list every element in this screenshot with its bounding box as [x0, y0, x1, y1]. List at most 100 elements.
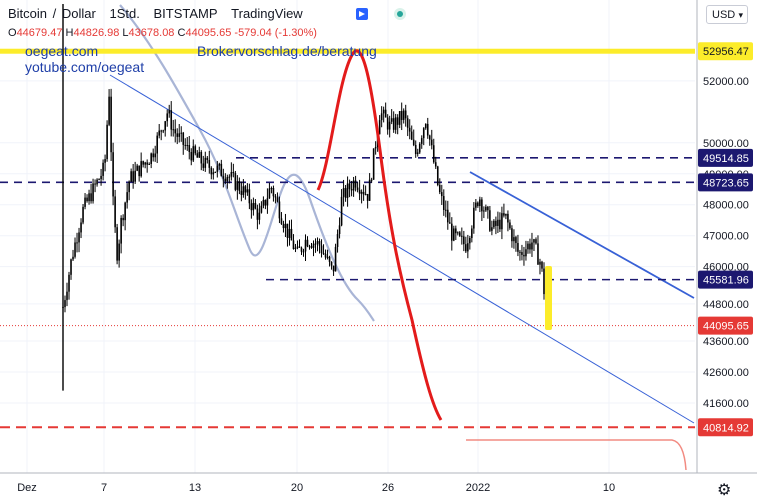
candle-body [473, 207, 475, 229]
candle-body [370, 179, 373, 181]
candle-body [182, 132, 185, 145]
candle-body [314, 243, 317, 245]
candle-body [453, 228, 455, 241]
candle-body [436, 166, 439, 185]
candle-body [326, 256, 329, 258]
candle-body [312, 243, 315, 248]
broker-note: Brokervorschlag.de/beratung [197, 43, 377, 59]
candle-body [204, 157, 207, 168]
symbol-separator: / [52, 6, 57, 21]
candle-body [432, 145, 435, 163]
candle-body [475, 202, 477, 208]
candle-body [150, 153, 152, 164]
candle-body [92, 183, 94, 202]
candle-body [138, 165, 140, 177]
candle-body [316, 241, 319, 244]
candle-body [222, 176, 225, 179]
candle-body [328, 256, 331, 262]
projection-bracket [466, 439, 687, 471]
candle-body [212, 172, 215, 175]
candle-body [408, 127, 411, 132]
candle-body [102, 162, 104, 176]
open-value: 44679.47 [16, 27, 63, 39]
candle-body [406, 118, 409, 128]
candle-body [252, 202, 255, 211]
currency-value: USD [712, 9, 736, 21]
flag-icon[interactable] [356, 8, 368, 20]
candle-body [459, 232, 461, 236]
candle-body [106, 124, 108, 160]
candle-body [68, 274, 70, 292]
candle-body [130, 171, 132, 182]
candle-body [236, 181, 239, 190]
candle-body [156, 135, 158, 154]
projection-curve [316, 49, 443, 421]
candle-body [258, 212, 261, 220]
candle-body [348, 183, 351, 190]
candle-body [288, 228, 291, 238]
candle-body [398, 111, 401, 125]
candle-body [262, 199, 265, 206]
candle-body [499, 219, 501, 230]
gear-icon[interactable]: ⚙ [717, 482, 732, 499]
ohlc-readout: O44679.47 H44826.98 L43678.08 C44095.65 … [8, 27, 317, 39]
candle-body [278, 201, 281, 219]
price-tick-label: 44800.00 [703, 299, 749, 311]
time-tick-label: 13 [189, 482, 201, 494]
candle-body [98, 179, 100, 181]
currency-select[interactable]: USD ▾ [706, 5, 748, 24]
candle-body [384, 109, 387, 118]
candle-body [72, 256, 74, 260]
candle-body [128, 181, 130, 193]
drawing-layer [0, 4, 695, 429]
candle-body [487, 206, 489, 211]
candle-body [80, 222, 82, 233]
candle-body [244, 186, 247, 193]
overlay-layer [316, 49, 687, 471]
price-tag-label: 44095.65 [703, 321, 749, 333]
candle-body [469, 237, 471, 244]
candle-body [529, 243, 531, 250]
chevron-down-icon: ▾ [738, 10, 743, 20]
candle-body [440, 192, 443, 197]
candle-body [256, 208, 259, 220]
candle-body [172, 129, 175, 131]
market-status-icon[interactable] [394, 8, 406, 20]
candle-body [302, 251, 305, 253]
youtube-note: yotube.com/oegeat [25, 59, 145, 75]
candle-body [356, 187, 359, 190]
price-tag-label: 48723.65 [703, 177, 749, 189]
candle-body [430, 139, 433, 146]
time-tick-label: 20 [291, 482, 303, 494]
candle-body [192, 146, 195, 161]
price-tick-label: 43600.00 [703, 336, 749, 348]
highlight-marker [545, 266, 552, 330]
candle-body [342, 188, 345, 197]
candle-body [96, 179, 98, 185]
price-tag [698, 418, 753, 437]
price-tick-label: 50000.00 [703, 138, 749, 150]
candle-body [386, 117, 389, 130]
candle-body [82, 206, 84, 223]
price-tag [698, 270, 753, 289]
candle-body [519, 251, 521, 253]
candle-body [527, 243, 529, 250]
candle-body [296, 246, 299, 248]
quote-name: Dollar [61, 6, 96, 21]
candle-body [154, 153, 156, 158]
candle-body [86, 197, 88, 202]
close-label: C [177, 27, 186, 39]
candle-body [122, 217, 124, 221]
price-tag [698, 173, 753, 192]
candle-body [148, 163, 150, 165]
candle-body [78, 232, 80, 243]
candle-body [414, 144, 417, 155]
candle-body [300, 247, 303, 252]
moving-average-line [119, 4, 375, 322]
symbol-header[interactable]: Bitcoin / Dollar 1Std. BITSTAMP TradingV… [8, 6, 305, 21]
candle-body [535, 239, 537, 244]
candle-body [410, 131, 413, 140]
time-tick-label: 2022 [466, 482, 490, 494]
candle-body [140, 161, 142, 177]
